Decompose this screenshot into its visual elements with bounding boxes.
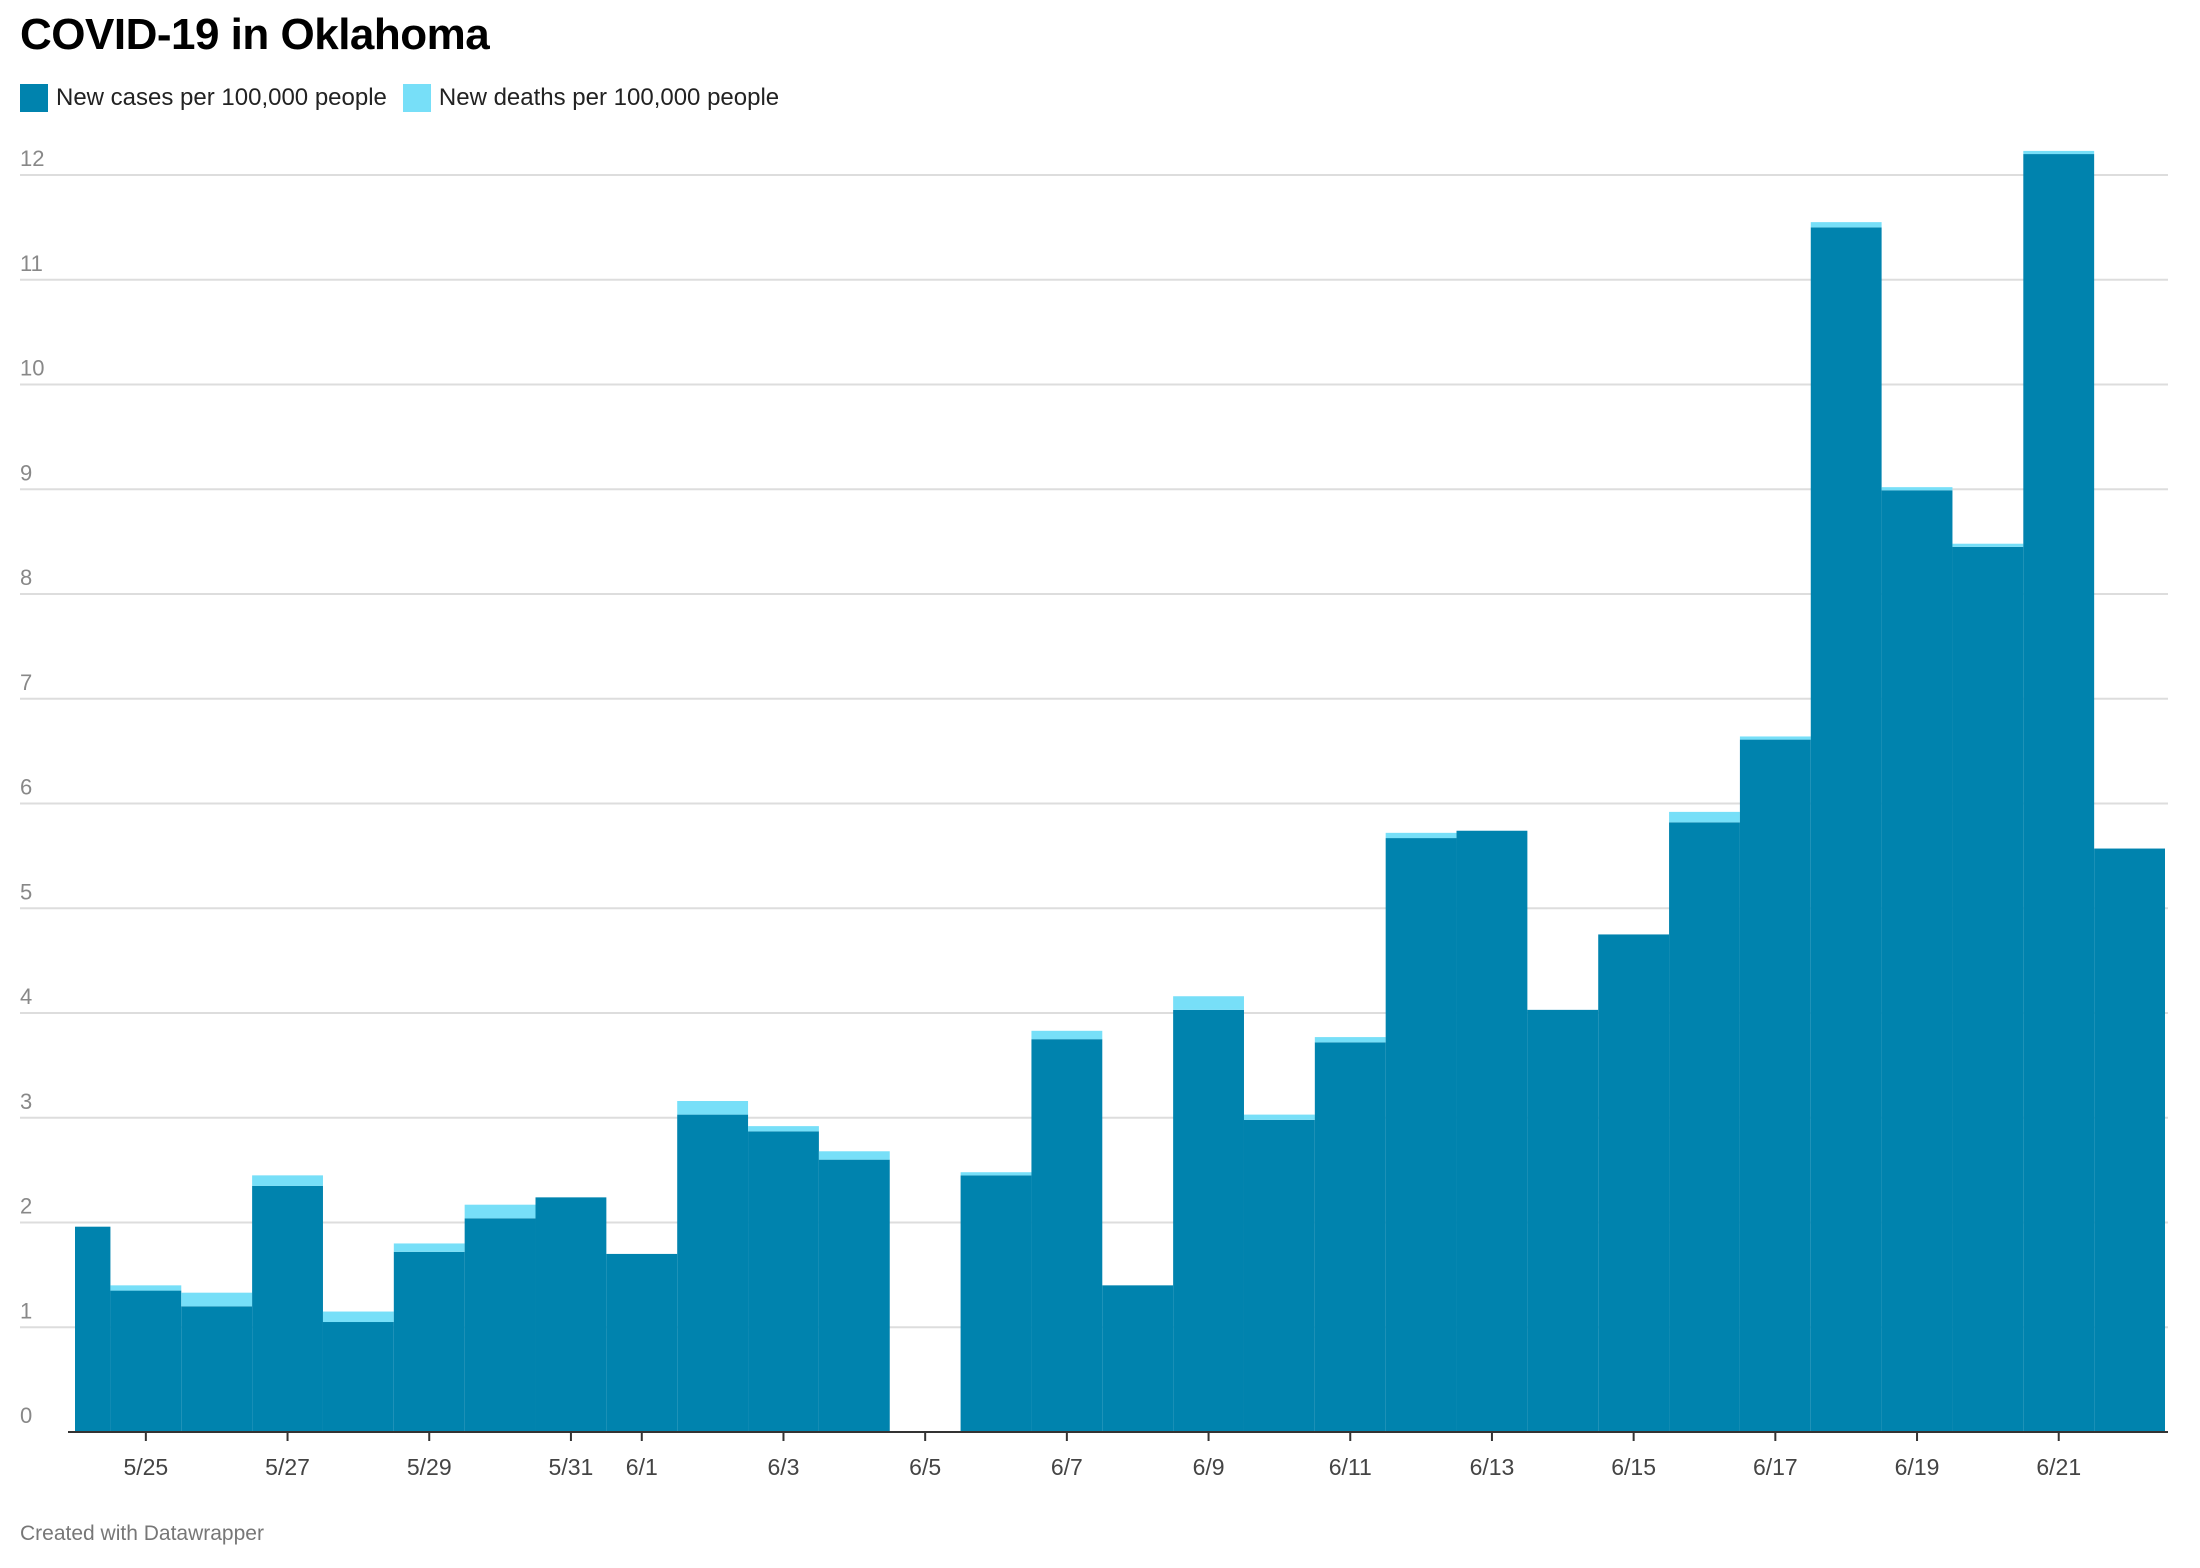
bar-cases [2023, 154, 2095, 1432]
bar-cases [75, 1226, 111, 1432]
x-tick-label: 6/19 [1895, 1454, 1940, 1480]
bar-deaths [393, 1243, 465, 1252]
x-tick-label: 6/21 [2036, 1454, 2081, 1480]
bar-deaths [110, 1285, 182, 1291]
bar-deaths [1739, 736, 1811, 740]
bar-cases [1243, 1119, 1315, 1432]
y-tick-label: 3 [20, 1089, 32, 1114]
bar-deaths [1385, 832, 1457, 839]
x-tick-label: 6/11 [1329, 1454, 1372, 1480]
legend-label-cases: New cases per 100,000 people [56, 84, 387, 111]
bar-deaths [1173, 996, 1244, 1010]
bar-cases [1456, 830, 1528, 1432]
y-tick-label: 2 [20, 1194, 32, 1219]
x-tick-label: 5/25 [123, 1454, 168, 1480]
bar-deaths [748, 1126, 819, 1132]
footer-credit: Created with Datawrapper [20, 1522, 264, 1545]
bar-cases [464, 1218, 536, 1432]
x-tick-label: 6/15 [1611, 1454, 1656, 1480]
bar-cases [1031, 1039, 1103, 1432]
legend-item-cases: New cases per 100,000 people [20, 84, 387, 112]
x-tick-label: 6/1 [626, 1454, 658, 1480]
bar-deaths [1952, 543, 2024, 547]
chart-title: COVID-19 in Oklahoma [20, 10, 490, 59]
bar-cases [1173, 1009, 1244, 1432]
y-tick-label: 0 [20, 1403, 32, 1428]
bar-cases [1739, 739, 1811, 1432]
bar-cases [1527, 1009, 1599, 1432]
legend-swatch-deaths [402, 84, 431, 112]
y-tick-label: 9 [20, 460, 32, 485]
y-tick-label: 6 [20, 775, 32, 800]
bar-cases [535, 1197, 607, 1432]
bar-cases [322, 1322, 394, 1432]
y-tick-label: 12 [20, 146, 44, 171]
bar-cases [960, 1175, 1032, 1432]
x-tick-label: 6/7 [1051, 1454, 1083, 1480]
legend: New cases per 100,000 people New deaths … [20, 84, 795, 112]
y-tick-label: 1 [20, 1298, 32, 1323]
bar-deaths [1243, 1114, 1315, 1120]
x-tick-label: 5/31 [549, 1454, 594, 1480]
bar-deaths [1031, 1030, 1103, 1040]
bar-cases [1314, 1042, 1386, 1432]
bar-cases [1385, 838, 1457, 1432]
bar-cases [110, 1290, 182, 1432]
y-tick-label: 8 [20, 565, 32, 590]
y-tick-label: 4 [20, 984, 32, 1009]
bar-deaths [252, 1175, 323, 1186]
bar-deaths [2023, 150, 2095, 155]
bar-deaths [1669, 811, 1740, 823]
x-tick-label: 5/27 [265, 1454, 310, 1480]
bar-cases [1102, 1285, 1174, 1432]
legend-swatch-cases [20, 84, 48, 112]
bar-cases [818, 1159, 890, 1432]
bar-deaths [464, 1204, 536, 1219]
bar-cases [748, 1131, 819, 1432]
bar-cases [1881, 490, 1953, 1432]
y-tick-label: 5 [20, 879, 32, 904]
bar-deaths [818, 1151, 890, 1160]
x-tick-label: 5/29 [407, 1454, 452, 1480]
bar-deaths [1881, 487, 1953, 491]
bar-cases [1810, 227, 1882, 1432]
bar-deaths [181, 1292, 253, 1307]
x-tick-label: 6/17 [1753, 1454, 1798, 1480]
bar-cases [393, 1251, 465, 1432]
y-tick-label: 7 [20, 670, 32, 695]
bar-cases [181, 1306, 253, 1432]
bar-cases [1952, 546, 2024, 1432]
x-tick-label: 6/13 [1470, 1454, 1515, 1480]
bar-deaths [1810, 222, 1882, 228]
bar-cases [1598, 934, 1670, 1432]
bar-cases [677, 1114, 749, 1432]
bar-cases [606, 1253, 678, 1432]
y-tick-label: 10 [20, 356, 44, 381]
bar-deaths [322, 1311, 394, 1323]
legend-item-deaths: New deaths per 100,000 people [402, 84, 780, 112]
y-tick-label: 11 [20, 251, 43, 276]
bar-cases [2094, 848, 2165, 1432]
bar-deaths [960, 1172, 1032, 1176]
x-tick-label: 6/5 [909, 1454, 941, 1480]
bar-cases [252, 1185, 323, 1432]
bar-deaths [1314, 1037, 1386, 1043]
x-tick-label: 6/3 [767, 1454, 799, 1480]
bar-cases [1669, 822, 1740, 1432]
bar-deaths [677, 1100, 749, 1115]
x-tick-label: 6/9 [1193, 1454, 1225, 1480]
legend-label-deaths: New deaths per 100,000 people [438, 84, 780, 111]
